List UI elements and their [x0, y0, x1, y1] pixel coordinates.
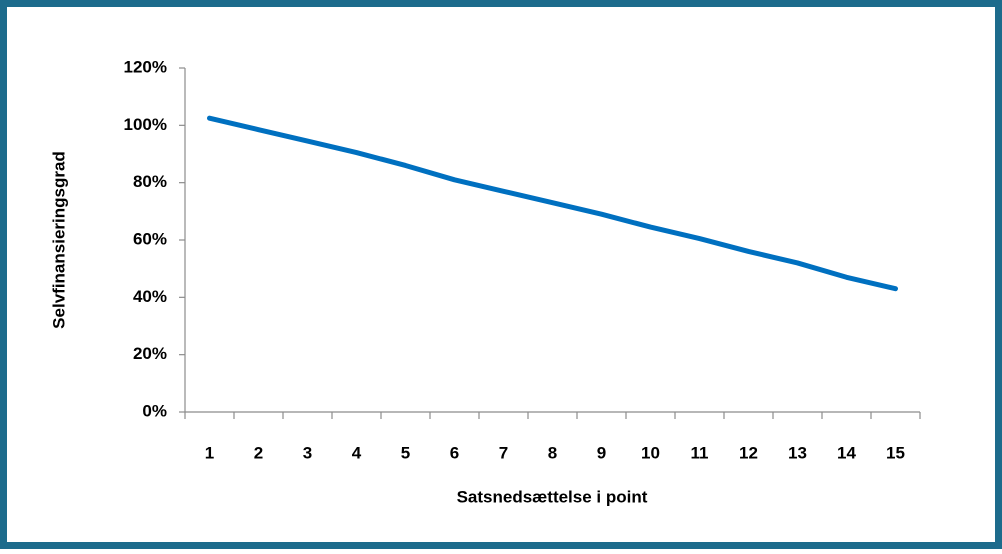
x-tick-label: 7: [499, 443, 508, 462]
y-tick-label: 0%: [142, 401, 167, 420]
y-tick-label: 20%: [133, 344, 167, 363]
x-tick-label: 2: [254, 443, 263, 462]
y-tick-label: 80%: [133, 172, 167, 191]
x-tick-label: 14: [837, 443, 856, 462]
y-tick-label: 120%: [124, 57, 167, 76]
y-tick-label: 60%: [133, 229, 167, 248]
x-tick-label: 15: [886, 443, 905, 462]
data-line: [207, 115, 898, 292]
x-tick-label: 3: [303, 443, 312, 462]
x-tick-label: 6: [450, 443, 459, 462]
x-tick-label: 1: [205, 443, 214, 462]
x-tick-label: 4: [352, 443, 362, 462]
x-tick-label: 13: [788, 443, 807, 462]
x-tick-label: 5: [401, 443, 410, 462]
x-tick-label: 10: [641, 443, 660, 462]
y-tick-label: 100%: [124, 115, 167, 134]
x-axis-title: Satsnedsættelse i point: [457, 487, 648, 506]
x-tick-label: 12: [739, 443, 758, 462]
x-tick-label: 11: [691, 443, 709, 462]
x-tick-label: 8: [548, 443, 557, 462]
y-tick-label: 40%: [133, 287, 167, 306]
x-tick-label: 9: [597, 443, 606, 462]
y-axis-title: Selvfinansieringsgrad: [49, 151, 68, 329]
